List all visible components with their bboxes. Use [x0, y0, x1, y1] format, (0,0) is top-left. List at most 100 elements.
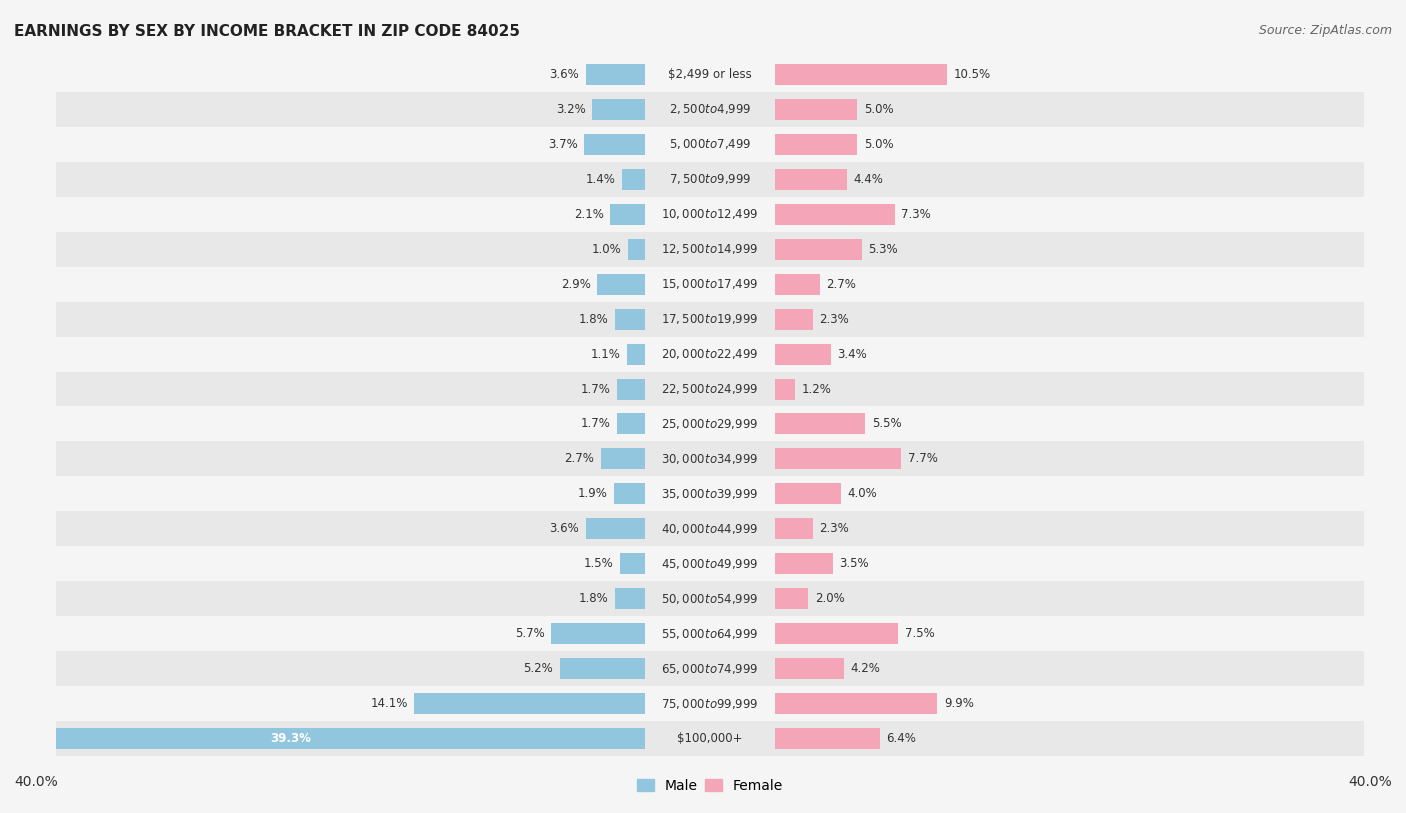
Text: $25,000 to $29,999: $25,000 to $29,999 [661, 417, 759, 431]
Bar [586, 64, 644, 85]
Bar [776, 204, 894, 224]
Bar [776, 519, 813, 539]
Bar [627, 344, 644, 364]
Bar [776, 379, 794, 399]
Bar [628, 239, 644, 259]
Bar [56, 127, 1364, 162]
Bar [56, 162, 1364, 197]
Text: EARNINGS BY SEX BY INCOME BRACKET IN ZIP CODE 84025: EARNINGS BY SEX BY INCOME BRACKET IN ZIP… [14, 24, 520, 39]
Bar [776, 99, 858, 120]
Text: $75,000 to $99,999: $75,000 to $99,999 [661, 697, 759, 711]
Text: 7.5%: 7.5% [904, 628, 934, 640]
Text: $2,499 or less: $2,499 or less [668, 68, 752, 80]
Bar [598, 274, 644, 294]
Text: $40,000 to $44,999: $40,000 to $44,999 [661, 522, 759, 536]
Text: $17,500 to $19,999: $17,500 to $19,999 [661, 312, 759, 326]
Text: $2,500 to $4,999: $2,500 to $4,999 [669, 102, 751, 116]
Text: $5,000 to $7,499: $5,000 to $7,499 [669, 137, 751, 151]
Bar [776, 554, 832, 574]
Text: 1.0%: 1.0% [592, 243, 621, 255]
Text: $35,000 to $39,999: $35,000 to $39,999 [661, 487, 759, 501]
Bar [776, 134, 858, 154]
Bar [610, 204, 644, 224]
Text: 3.5%: 3.5% [839, 558, 869, 570]
Bar [56, 721, 1364, 756]
Text: 6.4%: 6.4% [887, 733, 917, 745]
Text: $15,000 to $17,499: $15,000 to $17,499 [661, 277, 759, 291]
Text: 40.0%: 40.0% [14, 775, 58, 789]
Bar [776, 484, 841, 504]
Text: 2.0%: 2.0% [814, 593, 845, 605]
Bar [776, 728, 880, 749]
Bar [600, 449, 644, 469]
Bar [56, 686, 1364, 721]
Text: 4.2%: 4.2% [851, 663, 880, 675]
Text: 5.3%: 5.3% [869, 243, 898, 255]
Text: 1.4%: 1.4% [585, 173, 616, 185]
Text: $30,000 to $34,999: $30,000 to $34,999 [661, 452, 759, 466]
Text: 1.9%: 1.9% [578, 488, 607, 500]
Text: $65,000 to $74,999: $65,000 to $74,999 [661, 662, 759, 676]
Text: 2.1%: 2.1% [574, 208, 603, 220]
Bar [776, 169, 848, 189]
Text: 2.3%: 2.3% [820, 313, 849, 325]
Bar [776, 414, 865, 434]
Text: 4.4%: 4.4% [853, 173, 884, 185]
Bar [621, 169, 644, 189]
Legend: Male, Female: Male, Female [631, 773, 789, 798]
Text: 5.5%: 5.5% [872, 418, 901, 430]
Text: 5.7%: 5.7% [515, 628, 546, 640]
Bar [56, 511, 1364, 546]
Bar [56, 406, 1364, 441]
Text: $22,500 to $24,999: $22,500 to $24,999 [661, 382, 759, 396]
Bar [56, 302, 1364, 337]
Text: 10.5%: 10.5% [953, 68, 991, 80]
Text: 7.3%: 7.3% [901, 208, 931, 220]
Text: 1.1%: 1.1% [591, 348, 620, 360]
Bar [776, 64, 948, 85]
Text: $20,000 to $22,499: $20,000 to $22,499 [661, 347, 759, 361]
Text: 9.9%: 9.9% [943, 698, 973, 710]
Bar [776, 589, 808, 609]
Text: 5.0%: 5.0% [863, 103, 893, 115]
Bar [616, 589, 644, 609]
Bar [56, 232, 1364, 267]
Bar [583, 134, 644, 154]
Bar [776, 274, 820, 294]
Bar [592, 99, 644, 120]
Text: 4.0%: 4.0% [848, 488, 877, 500]
Bar [620, 554, 644, 574]
Text: 2.7%: 2.7% [564, 453, 593, 465]
Bar [56, 651, 1364, 686]
Text: 2.7%: 2.7% [827, 278, 856, 290]
Text: Source: ZipAtlas.com: Source: ZipAtlas.com [1258, 24, 1392, 37]
Text: 1.7%: 1.7% [581, 383, 610, 395]
Bar [776, 449, 901, 469]
Bar [613, 484, 644, 504]
Text: 2.9%: 2.9% [561, 278, 591, 290]
Bar [586, 519, 644, 539]
Text: $100,000+: $100,000+ [678, 733, 742, 745]
Text: 5.0%: 5.0% [863, 138, 893, 150]
Bar [56, 197, 1364, 232]
Bar [56, 476, 1364, 511]
Bar [616, 309, 644, 329]
Bar [776, 624, 898, 644]
Bar [560, 659, 644, 679]
Text: $45,000 to $49,999: $45,000 to $49,999 [661, 557, 759, 571]
Text: 1.8%: 1.8% [579, 593, 609, 605]
Bar [56, 337, 1364, 372]
Text: 3.6%: 3.6% [550, 68, 579, 80]
Bar [551, 624, 644, 644]
Bar [776, 693, 938, 714]
Text: 40.0%: 40.0% [1348, 775, 1392, 789]
Text: 3.4%: 3.4% [838, 348, 868, 360]
Bar [617, 379, 644, 399]
Bar [56, 546, 1364, 581]
Text: 39.3%: 39.3% [270, 733, 311, 745]
Bar [3, 728, 644, 749]
Bar [56, 441, 1364, 476]
Bar [776, 659, 844, 679]
Bar [415, 693, 644, 714]
Bar [56, 581, 1364, 616]
